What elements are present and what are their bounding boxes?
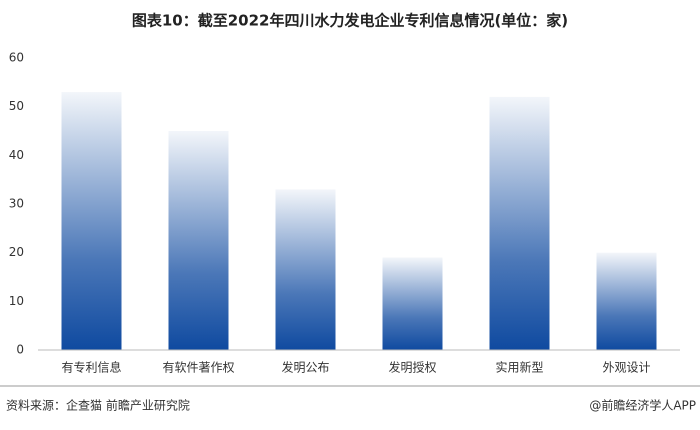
y-tick-label: 30 (9, 197, 24, 211)
x-tick-label: 发明公布 (281, 360, 329, 375)
y-tick-label: 40 (9, 148, 24, 162)
bar (61, 92, 122, 351)
credit: @前瞻经济学人APP (589, 398, 696, 413)
y-tick-label: 20 (9, 245, 24, 259)
y-tick-label: 10 (9, 294, 24, 308)
bar (596, 252, 657, 350)
x-tick-label: 有软件著作权 (162, 361, 234, 375)
bar (275, 189, 336, 350)
y-tick-label: 0 (16, 343, 24, 357)
y-tick-label: 50 (9, 99, 24, 113)
bar (489, 96, 550, 350)
x-tick-label: 发明授权 (388, 360, 436, 375)
x-tick-label: 外观设计 (602, 361, 650, 375)
chart-title: 图表10：截至2022年四川水力发电企业专利信息情况(单位：家) (132, 12, 568, 30)
source: 资料来源：企查猫 前瞻产业研究院 (6, 398, 190, 413)
bar (168, 131, 229, 350)
y-tick-label: 60 (9, 51, 24, 65)
x-tick-label: 有专利信息 (61, 360, 121, 375)
x-tick-label: 实用新型 (495, 360, 543, 375)
bar (382, 257, 443, 350)
